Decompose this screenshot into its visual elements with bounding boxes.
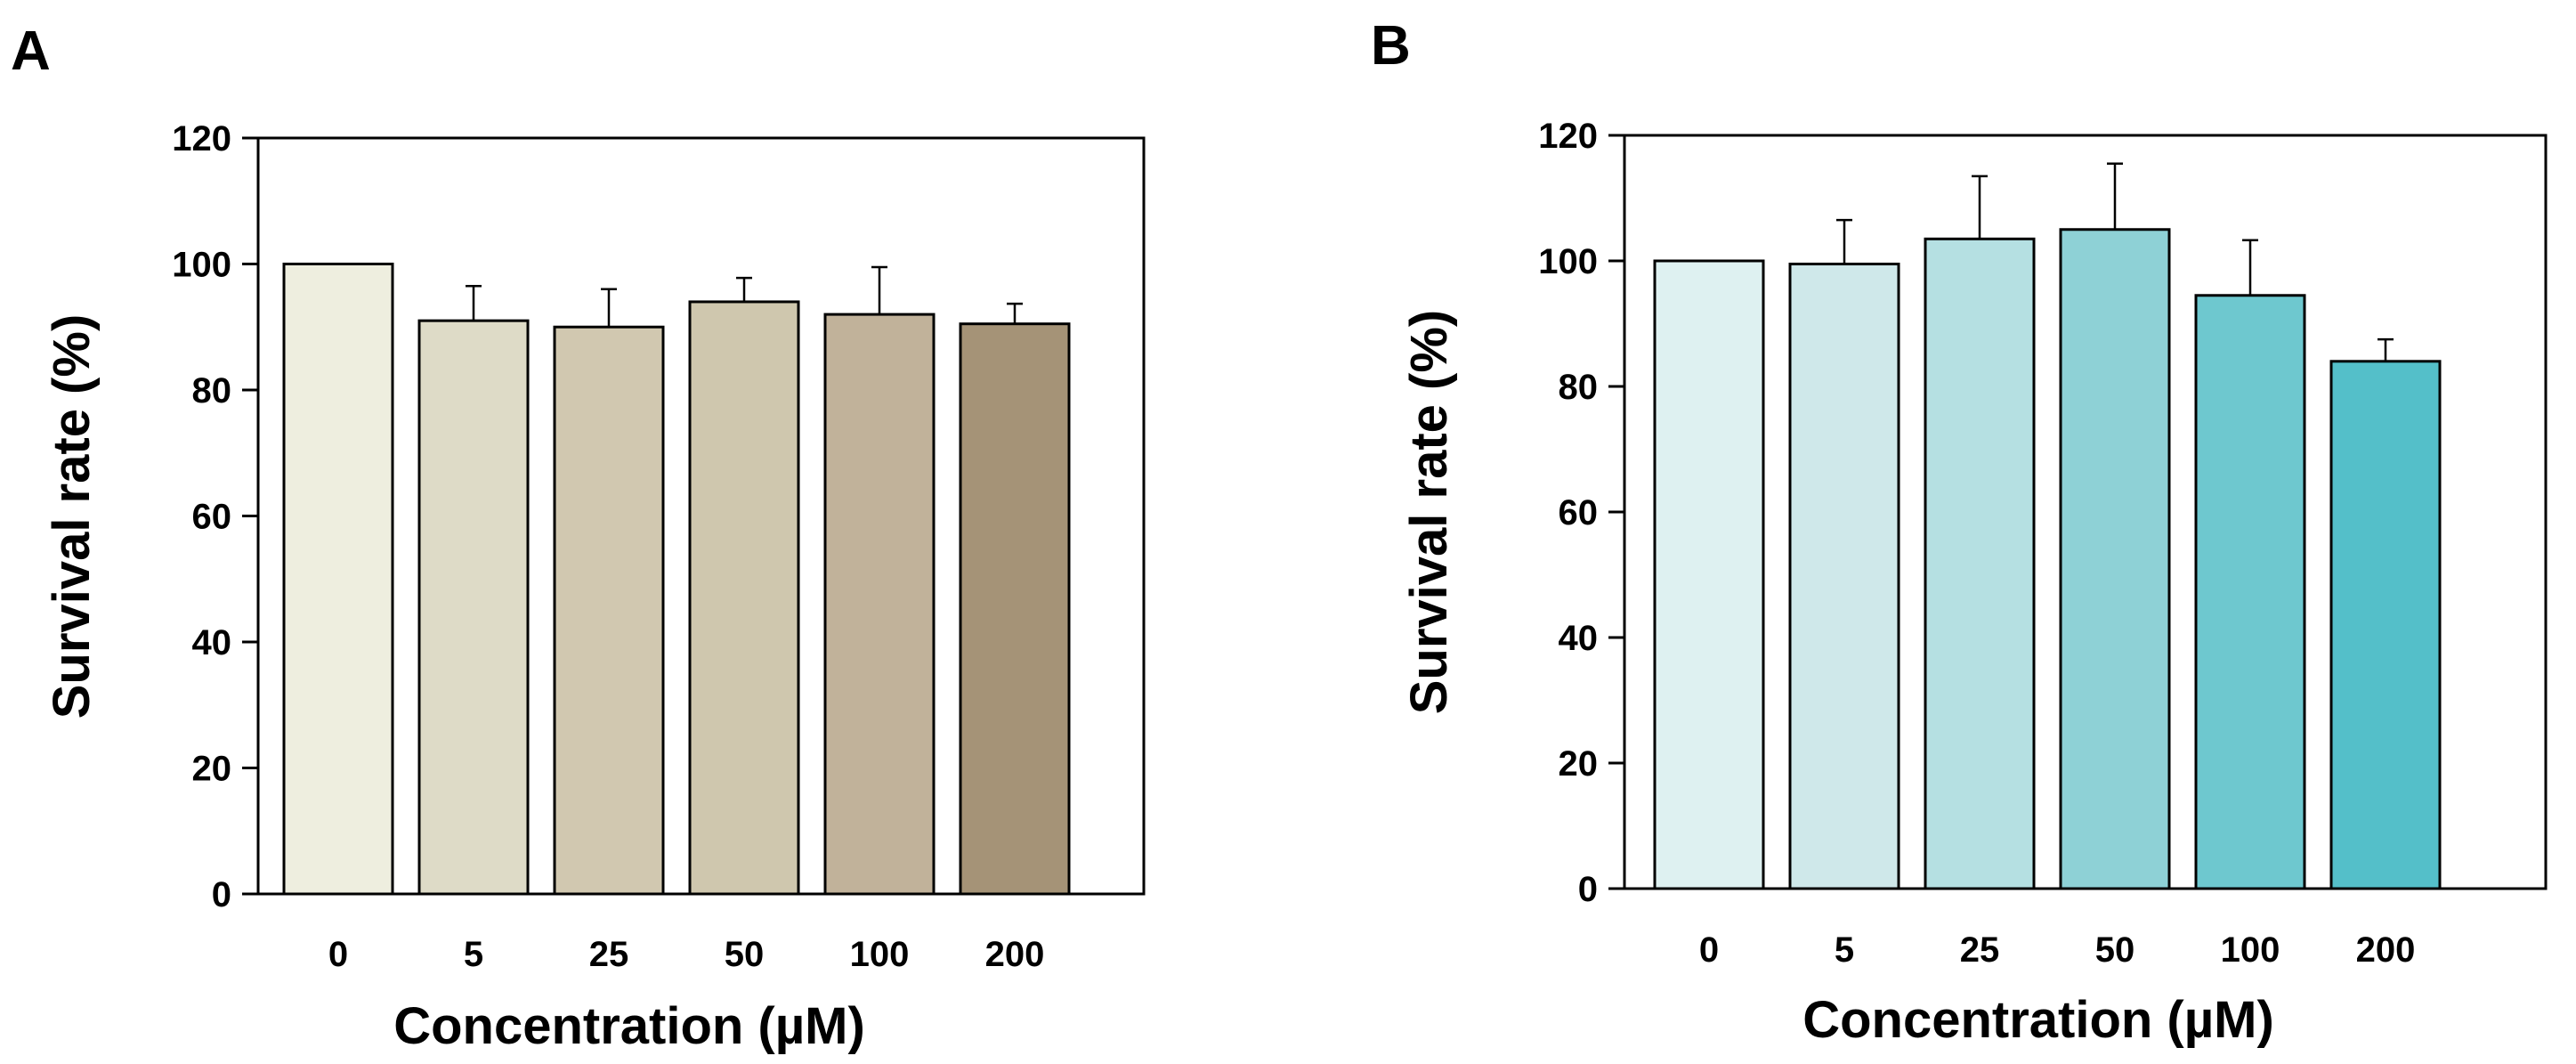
- y-tick-label: 60: [192, 498, 232, 537]
- bar-0: [1653, 259, 1765, 890]
- y-axis-title: Survival rate (%): [43, 314, 101, 719]
- y-tick-label: 120: [1538, 117, 1598, 156]
- x-tick-label: 5: [464, 935, 483, 974]
- bar-200: [2329, 360, 2442, 890]
- x-tick-label: 25: [1960, 930, 2000, 970]
- panel-label: A: [11, 20, 51, 82]
- x-tick-label: 200: [2356, 930, 2416, 970]
- bar-25: [553, 325, 665, 896]
- y-tick-label: 60: [1559, 493, 1599, 532]
- y-tick-label: 20: [1559, 744, 1599, 784]
- bar-50: [688, 300, 800, 896]
- bar-5: [1788, 263, 1900, 890]
- bar-50: [2059, 228, 2171, 890]
- y-tick-label: 40: [192, 623, 232, 662]
- x-tick-label: 200: [985, 935, 1045, 974]
- bar-200: [959, 322, 1071, 896]
- bar-100: [2194, 294, 2306, 890]
- x-tick-label: 50: [2095, 930, 2135, 970]
- y-tick-label: 40: [1559, 619, 1599, 658]
- y-tick-label: 100: [1538, 242, 1598, 281]
- y-tick-label: 80: [1559, 368, 1599, 407]
- bar-5: [417, 319, 530, 896]
- x-tick-label: 100: [2221, 930, 2280, 970]
- x-tick-label: 0: [1699, 930, 1719, 970]
- y-tick-label: 80: [192, 371, 232, 410]
- x-tick-label: 5: [1835, 930, 1854, 970]
- y-tick-label: 120: [172, 119, 231, 158]
- y-tick-label: 100: [172, 246, 231, 285]
- x-tick-label: 100: [850, 935, 910, 974]
- x-tick-label: 25: [589, 935, 629, 974]
- y-axis-title: Survival rate (%): [1400, 310, 1458, 715]
- chart-panel-a: A 0 20 40 60 80 100 120 0 5 25 50 100 200 Concentratio…: [11, 20, 1146, 1055]
- y-tick-label: 0: [1578, 870, 1598, 909]
- y-tick-label: 0: [212, 875, 231, 914]
- x-axis-title: Concentration (µM): [393, 997, 865, 1055]
- bar-100: [823, 313, 936, 896]
- chart-panel-b: B 0 20 40 60 80 100 120 0 5 25 50 100 200 Concentratio…: [1371, 15, 2548, 1049]
- x-tick-label: 0: [328, 935, 348, 974]
- panel-label: B: [1371, 15, 1411, 77]
- x-axis-title: Concentration (µM): [1802, 991, 2274, 1049]
- x-tick-label: 50: [725, 935, 765, 974]
- bar-0: [282, 263, 394, 896]
- bar-25: [1924, 237, 2036, 890]
- y-tick-label: 20: [192, 750, 232, 789]
